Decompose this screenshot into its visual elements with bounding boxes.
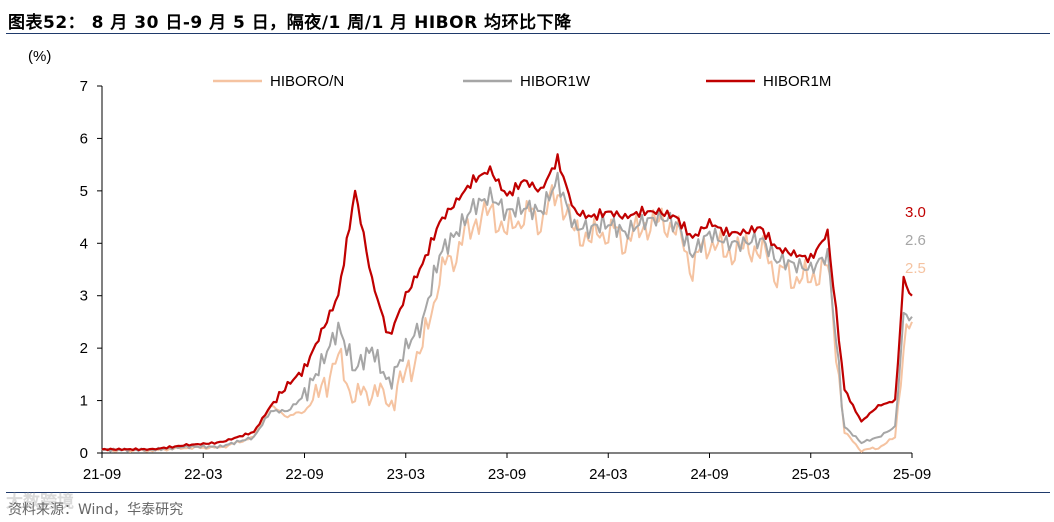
- end-value-label: 3.0: [905, 204, 926, 221]
- chart-title: 图表52： 8 月 30 日-9 月 5 日，隔夜/1 周/1 月 HIBOR …: [8, 13, 572, 33]
- series-line-hibor1w: [102, 171, 913, 453]
- title-divider: [6, 33, 1050, 34]
- series-line-hiboro-n: [101, 184, 913, 453]
- chart-axes: (%) 0 1 2 3 4 5 6 7 21-09 22-03 22-09 23-03 23-09 24-0…: [28, 48, 931, 483]
- legend-label: HIBORO/N: [270, 73, 344, 90]
- y-tick-label: 2: [80, 340, 88, 357]
- y-axis-label: (%): [28, 48, 51, 65]
- y-tick-label: 3: [80, 288, 88, 305]
- x-tick-label: 21-09: [83, 466, 121, 483]
- chart-legend: HIBORO/N HIBOR1W HIBOR1M: [213, 73, 831, 90]
- legend-label: HIBOR1W: [520, 73, 591, 90]
- end-value-label: 2.6: [905, 232, 926, 249]
- x-tick-label: 25-09: [893, 466, 931, 483]
- y-tick-label: 5: [80, 183, 88, 200]
- source-note: 资料来源：Wind，华泰研究: [8, 502, 184, 518]
- y-tick-label: 4: [80, 235, 88, 252]
- series-layer: [101, 153, 913, 453]
- x-tick-label: 24-09: [690, 466, 728, 483]
- y-tick-label: 7: [80, 78, 88, 95]
- footer-divider: [6, 492, 1050, 493]
- y-tick-label: 1: [80, 393, 88, 410]
- x-tick-label: 22-09: [285, 466, 323, 483]
- watermark: 大数跨境: [6, 492, 74, 512]
- series-line-hibor1m: [101, 153, 913, 452]
- x-tick-label: 24-03: [589, 466, 627, 483]
- x-tick-label: 23-03: [387, 466, 425, 483]
- legend-label: HIBOR1M: [763, 73, 831, 90]
- x-tick-label: 22-03: [184, 466, 222, 483]
- x-tick-label: 23-09: [488, 466, 526, 483]
- y-tick-label: 6: [80, 130, 88, 147]
- end-labels: 2.5 2.6 3.0: [905, 204, 926, 277]
- end-value-label: 2.5: [905, 260, 926, 277]
- x-tick-label: 25-03: [792, 466, 830, 483]
- y-tick-label: 0: [80, 445, 88, 462]
